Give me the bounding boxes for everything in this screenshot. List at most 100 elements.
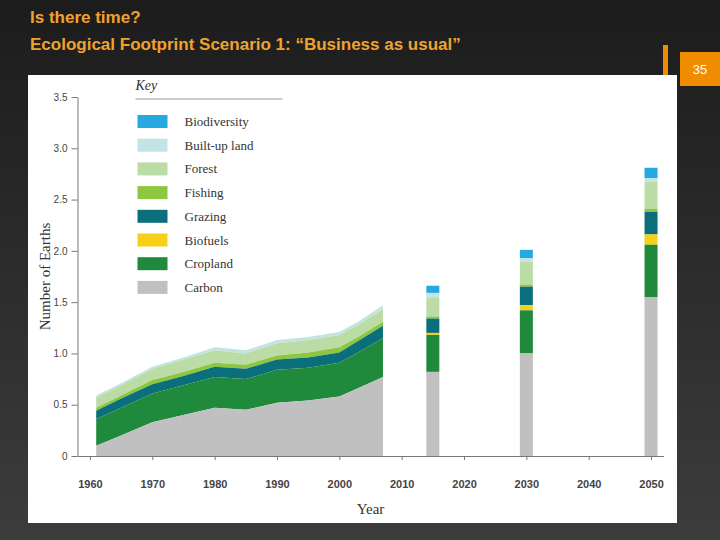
x-tick-mark	[589, 456, 590, 460]
bar	[426, 333, 439, 335]
legend-label: Built-up land	[185, 138, 254, 153]
x-tick: 2050	[639, 456, 663, 490]
x-tick: 2020	[452, 456, 476, 490]
slide-number-box	[680, 52, 720, 86]
x-tick-label: 2000	[328, 478, 352, 490]
legend-swatch	[138, 281, 168, 294]
x-tick-label: 2020	[452, 478, 476, 490]
bar	[520, 250, 533, 258]
x-tick: 2040	[577, 456, 601, 490]
bar	[520, 305, 533, 310]
x-tick: 1990	[265, 456, 289, 490]
background	[0, 0, 720, 540]
slide-number: 35	[693, 62, 707, 77]
y-tick: 3.5	[54, 92, 78, 103]
y-tick-mark	[72, 405, 78, 406]
x-tick-mark	[402, 456, 403, 460]
y-tick: 0.5	[54, 399, 78, 410]
legend-swatch	[138, 115, 168, 128]
bar	[520, 258, 533, 262]
x-axis: 1960 1970 1980 1990 2000 2010 2020 2030 2040 2050	[78, 456, 664, 490]
y-tick-label: 0	[62, 451, 68, 462]
legend-swatch	[138, 139, 168, 152]
y-tick-label: 1.5	[54, 297, 68, 308]
slide: Is there time? Ecological Footprint Scena…	[0, 0, 720, 540]
legend-label: Biofuels	[185, 233, 229, 248]
area	[96, 377, 383, 456]
legend-swatch	[138, 210, 168, 223]
y-tick: 1.0	[54, 348, 78, 359]
bar	[520, 353, 533, 456]
bar	[645, 178, 658, 182]
legend: Key Biodiversity Built-up land Forest Fishin…	[135, 78, 283, 295]
bar	[645, 234, 658, 244]
legend-label: Biodiversity	[185, 114, 250, 129]
x-axis-line	[78, 456, 664, 457]
y-tick: 3.0	[54, 143, 78, 154]
x-tick: 1980	[203, 456, 227, 490]
chart-panel	[28, 75, 677, 523]
bar	[426, 286, 439, 293]
x-tick: 2030	[515, 456, 539, 490]
bar	[645, 212, 658, 235]
legend-swatch	[138, 257, 168, 270]
legend-label: Grazing	[185, 209, 227, 224]
y-tick-mark	[72, 97, 78, 98]
y-tick: 2.5	[54, 194, 78, 205]
legend-swatch	[138, 186, 168, 199]
y-axis-line	[78, 98, 79, 457]
bar	[426, 335, 439, 372]
legend-label: Cropland	[185, 256, 234, 271]
y-axis-title: Number of Earths	[37, 223, 53, 331]
x-tick-mark	[339, 456, 340, 460]
y-tick-label: 2.5	[54, 194, 68, 205]
x-tick-label: 2030	[515, 478, 539, 490]
bar	[426, 319, 439, 333]
legend-label: Forest	[185, 161, 218, 176]
bar	[645, 182, 658, 209]
bar	[520, 287, 533, 305]
x-tick: 1960	[78, 456, 102, 490]
x-tick-mark	[651, 456, 652, 460]
bar	[645, 245, 658, 297]
legend-title: Key	[135, 78, 159, 93]
x-tick: 2010	[390, 456, 414, 490]
slide-subtitle: Ecological Footprint Scenario 1: “Busine…	[30, 35, 461, 54]
bar	[645, 168, 658, 178]
legend-swatch	[138, 162, 168, 175]
y-tick-label: 1.0	[54, 348, 68, 359]
bar	[520, 310, 533, 353]
y-tick-mark	[72, 200, 78, 201]
legend-label: Fishing	[185, 185, 225, 200]
y-tick-mark	[72, 251, 78, 252]
bar	[426, 298, 439, 316]
y-tick-mark	[72, 456, 78, 457]
y-tick: 2.0	[54, 246, 78, 257]
y-axis: 0 0.5 1.0 1.5 2.0 2.5 3.0 3.5	[54, 92, 78, 462]
y-tick-label: 0.5	[54, 399, 68, 410]
y-tick-mark	[72, 148, 78, 149]
x-tick-mark	[464, 456, 465, 460]
x-tick-label: 2050	[639, 478, 663, 490]
bar	[426, 317, 439, 319]
y-tick-mark	[72, 353, 78, 354]
bar	[520, 262, 533, 285]
x-tick-mark	[215, 456, 216, 460]
x-tick-label: 1990	[265, 478, 289, 490]
y-tick-label: 2.0	[54, 246, 68, 257]
x-tick-label: 1960	[78, 478, 102, 490]
x-tick-label: 1970	[141, 478, 165, 490]
y-tick-mark	[72, 302, 78, 303]
plot-area	[96, 168, 657, 456]
x-tick-mark	[90, 456, 91, 460]
y-tick: 0	[62, 451, 78, 462]
slide-title: Is there time?	[30, 8, 141, 27]
x-tick-mark	[526, 456, 527, 460]
x-tick-label: 2040	[577, 478, 601, 490]
x-tick-label: 2010	[390, 478, 414, 490]
x-tick-mark	[277, 456, 278, 460]
x-tick-label: 1980	[203, 478, 227, 490]
y-tick: 1.5	[54, 297, 78, 308]
bar	[520, 285, 533, 287]
bar	[645, 209, 658, 212]
